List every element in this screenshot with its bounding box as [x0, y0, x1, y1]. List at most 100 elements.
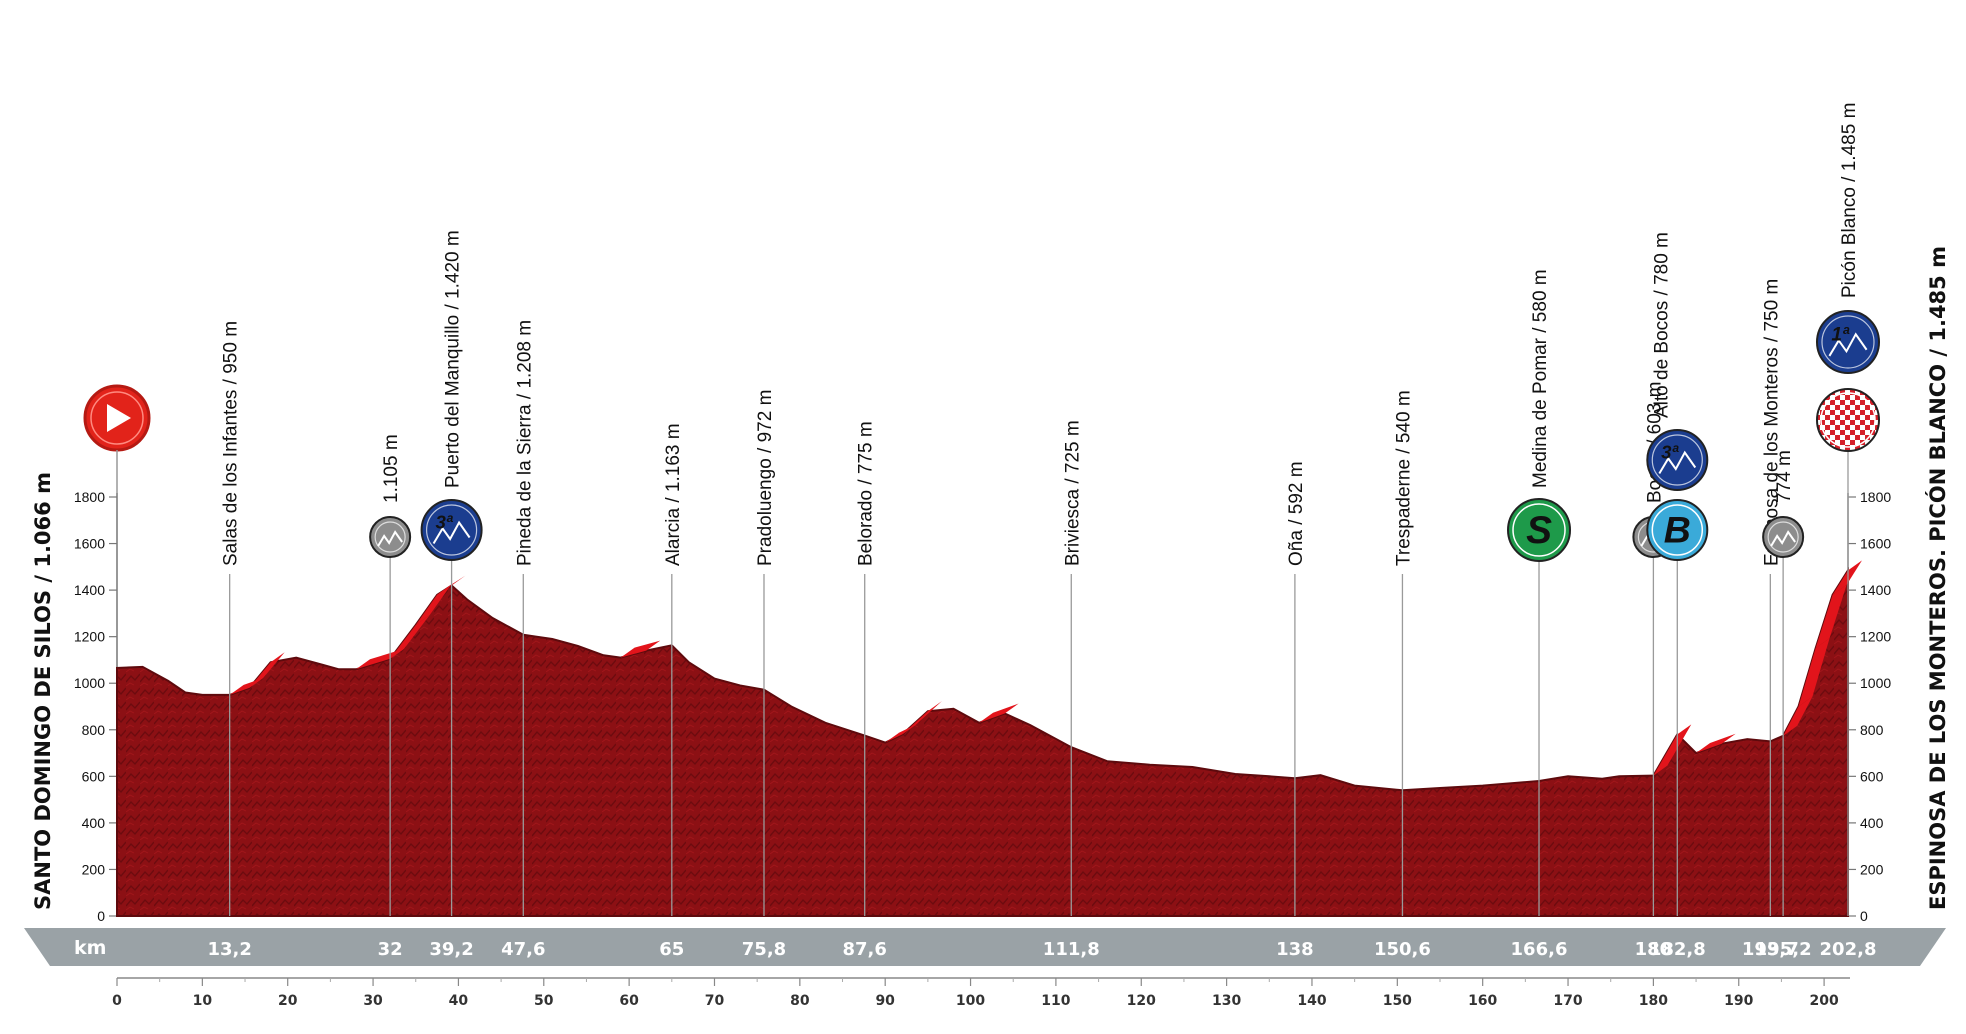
climb-highlight: [390, 615, 430, 659]
km-band-value: 195,2: [1755, 939, 1812, 960]
climb-highlight: [249, 652, 285, 688]
waypoint-label: Salas de los Infantes / 950 m: [221, 321, 242, 566]
y-tick-label: 800: [82, 722, 106, 738]
km-band-value: 75,8: [742, 939, 786, 960]
climb-highlight: [1798, 638, 1830, 707]
x-tick-label: 110: [1041, 993, 1070, 1009]
finish-location-title: ESPINOSA DE LOS MONTEROS. PICÓN BLANCO /…: [1925, 246, 1950, 910]
climb-highlight: [1653, 724, 1692, 776]
y-tick-label: 1600: [1860, 536, 1891, 552]
km-band-value: 182,8: [1649, 939, 1706, 960]
waypoint-label: Espinosa de los Monteros / 750 m: [1761, 279, 1782, 566]
x-tick-label: 160: [1468, 993, 1497, 1009]
x-tick-label: 140: [1297, 993, 1326, 1009]
km-band-value: 87,6: [842, 939, 886, 960]
profile-area: [116, 566, 1849, 917]
km-band-value: 202,8: [1820, 939, 1877, 960]
y-tick-label: 600: [82, 768, 106, 784]
y-tick-label: 600: [1860, 768, 1884, 784]
x-tick-label: 30: [363, 993, 383, 1009]
waypoint-label: Oña / 592 m: [1286, 461, 1307, 566]
waypoint: 1.105 m: [369, 434, 412, 916]
x-tick-label: 100: [956, 993, 985, 1009]
x-tick-label: 180: [1639, 993, 1668, 1009]
waypoint: Espinosa de los Monteros / 750 m: [1761, 279, 1782, 916]
waypoint: 774 m: [1762, 450, 1805, 916]
waypoint-label: Medina de Pomar / 580 m: [1530, 269, 1551, 488]
svg-text:S: S: [1526, 509, 1552, 552]
svg-text:1ª: 1ª: [1831, 324, 1850, 345]
x-tick-label: 50: [534, 993, 554, 1009]
x-tick-label: 40: [449, 993, 469, 1009]
climb-highlight: [415, 584, 452, 626]
cat1-climb-icon: 1ª: [1816, 310, 1880, 374]
x-tick-label: 0: [112, 993, 122, 1009]
sprint-icon: S: [1507, 498, 1572, 562]
waypoint: S Medina de Pomar / 580 m: [1507, 269, 1572, 916]
km-band-value: 180: [1635, 939, 1673, 960]
climb-highlight: [355, 648, 405, 670]
x-tick-label: 190: [1724, 993, 1753, 1009]
climb-highlight: [902, 701, 942, 735]
km-band-values: 13,2 32 39,2 47,6 65 75,8 87,6 111,8 138 150,6 166…: [207, 939, 1876, 960]
x-tick-label: 200: [1809, 993, 1838, 1009]
svg-text:3ª: 3ª: [1661, 442, 1679, 463]
waypoint-label: Picón Blanco / 1.485 m: [1839, 103, 1860, 298]
x-tick-label: 10: [193, 993, 213, 1009]
km-band-value: 39,2: [429, 939, 473, 960]
x-tick-label: 130: [1212, 993, 1241, 1009]
x-tick-label: 60: [619, 993, 639, 1009]
waypoint-label: Belorado / 775 m: [856, 421, 877, 566]
climb-highlight: [1783, 696, 1813, 736]
waypoint-label: Alarcia / 1.163 m: [663, 423, 684, 566]
gray-climb-icon: [1762, 516, 1805, 558]
waypoint: Briviesca / 725 m: [1062, 420, 1083, 916]
y-tick-label: 1200: [74, 629, 105, 645]
waypoint: Belorado / 775 m: [856, 421, 877, 916]
waypoint-label: Briviesca / 725 m: [1062, 420, 1083, 566]
waypoint: Oña / 592 m: [1286, 461, 1307, 916]
right-y-ticks: 0 200 400 600 800 1000 1200 1400 1600 1800: [1848, 489, 1891, 924]
bonus-icon: B: [1646, 499, 1709, 561]
x-tick-label: 170: [1553, 993, 1582, 1009]
climb-highlight: [1815, 584, 1847, 649]
y-tick-label: 1800: [74, 489, 105, 505]
waypoint: 1ª Picón Blanco / 1.485 m: [1816, 103, 1880, 916]
km-band-value: 138: [1276, 939, 1314, 960]
climb-highlight: [1832, 560, 1862, 595]
waypoint-label: 774 m: [1774, 450, 1795, 503]
climb-highlight: [1696, 733, 1736, 754]
waypoint: Pineda de la Sierra / 1.208 m: [514, 320, 535, 916]
km-band-value: 65: [659, 939, 684, 960]
y-tick-label: 800: [1860, 722, 1884, 738]
climb-highlight: [979, 703, 1019, 723]
km-band-value: 193,7: [1742, 939, 1799, 960]
finish-flag-icon: [1816, 388, 1880, 452]
km-band-value: 150,6: [1374, 939, 1431, 960]
km-band: [24, 928, 1946, 966]
y-tick-label: 1800: [1860, 489, 1891, 505]
waypoint: Trespaderne / 540 m: [1393, 390, 1414, 916]
km-band-value: 111,8: [1043, 939, 1100, 960]
start-location-title: SANTO DOMINGO DE SILOS / 1.066 m: [31, 472, 55, 910]
km-band-value: 32: [378, 939, 403, 960]
y-tick-label: 1600: [74, 536, 105, 552]
x-tick-label: 70: [705, 993, 725, 1009]
waypoint-label: 1.105 m: [381, 434, 402, 503]
y-tick-label: 400: [82, 815, 106, 831]
gray-climb-icon: [369, 516, 412, 558]
waypoint-label: Pineda de la Sierra / 1.208 m: [514, 320, 535, 566]
left-y-ticks: 0 200 400 600 800 1000 1200 1400 1600 1800: [74, 489, 117, 924]
svg-text:3ª: 3ª: [435, 512, 453, 533]
waypoints: Salas de los Infantes / 950 m 1.105 m 3ª Pu…: [221, 103, 1880, 916]
km-band-value: 13,2: [207, 939, 251, 960]
start-marker: [83, 384, 151, 493]
y-tick-label: 1200: [1860, 629, 1891, 645]
cat3-climb-icon: 3ª: [420, 499, 483, 561]
y-tick-label: 1400: [74, 582, 105, 598]
waypoint: Alarcia / 1.163 m: [663, 423, 684, 916]
play-arrow-icon: [107, 404, 131, 432]
y-tick-label: 1000: [1860, 675, 1891, 691]
x-tick-label: 90: [875, 993, 895, 1009]
y-tick-label: 0: [1860, 908, 1868, 924]
